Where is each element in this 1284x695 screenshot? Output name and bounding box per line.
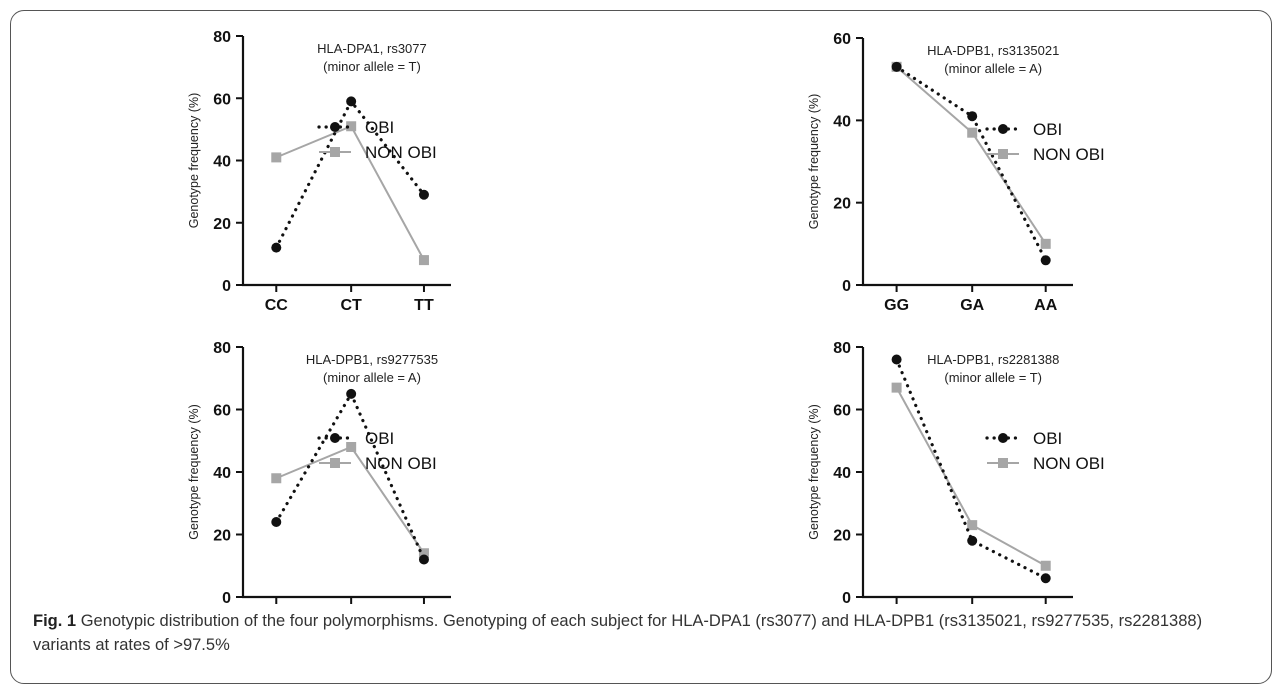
legend-non-obi-marker	[998, 458, 1008, 468]
y-tick-label: 40	[213, 465, 231, 482]
chart-panel-3: 0 20 40 60 80 GG GA AA Genotype frequency (%) HLA…	[187, 340, 451, 611]
legend-obi-marker	[998, 124, 1008, 134]
non-obi-data-point	[271, 152, 282, 163]
obi-data-point	[967, 535, 978, 546]
obi-data-point	[1040, 573, 1051, 584]
y-tick-label: 60	[213, 403, 231, 420]
chart-subtitle: (minor allele = T)	[323, 59, 421, 74]
x-tick-label: GA	[339, 609, 363, 611]
legend-non-obi-marker	[998, 149, 1008, 159]
non-obi-data-point	[967, 520, 978, 531]
legend-obi-marker	[998, 433, 1008, 443]
obi-data-point	[418, 554, 429, 565]
y-tick-label: 80	[213, 29, 231, 46]
obi-data-point	[891, 61, 902, 72]
x-tick-label: GG	[264, 609, 289, 611]
chart-panel-4: 0 20 40 60 80 CC CT TT Genotype frequency (%) HLA…	[807, 340, 1105, 611]
chart-subtitle: (minor allele = T)	[944, 370, 1042, 385]
non-obi-data-point	[346, 121, 357, 132]
obi-data-point	[418, 189, 429, 200]
legend-non-obi-label: NON OBI	[1033, 145, 1105, 164]
x-tick-label: GG	[884, 297, 909, 314]
chart-panel-2: 0 20 40 60 GG GA AA Genotype frequency (%) HLA-D…	[807, 31, 1105, 314]
y-axis-title: Genotype frequency (%)	[187, 93, 201, 229]
chart-title: HLA-DPB1, rs9277535	[306, 352, 438, 367]
chart-panel-1: 0 20 40 60 80 CC CT TT Genotype frequency (%) HLA…	[187, 29, 451, 314]
chart-title: HLA-DPB1, rs2281388	[927, 352, 1059, 367]
obi-data-point	[967, 111, 978, 122]
obi-data-point	[346, 388, 357, 399]
y-tick-label: 20	[213, 216, 231, 233]
y-tick-label: 60	[213, 91, 231, 108]
non-obi-data-point	[1040, 560, 1051, 571]
legend-obi-label: OBI	[1033, 429, 1062, 448]
y-tick-label: 20	[213, 528, 231, 545]
legend-obi-label: OBI	[1033, 120, 1062, 139]
y-tick-label: 40	[833, 465, 851, 482]
legend-non-obi-label: NON OBI	[1033, 454, 1105, 473]
x-tick-label: AA	[1034, 297, 1058, 314]
x-tick-label: TT	[1036, 609, 1056, 611]
legend-non-obi-marker	[330, 458, 340, 468]
non-obi-data-point	[967, 127, 978, 138]
x-tick-label: GA	[960, 297, 984, 314]
x-tick-label: CC	[885, 609, 909, 611]
non-obi-data-point	[1040, 238, 1051, 249]
y-tick-label: 20	[833, 196, 851, 213]
y-tick-label: 0	[842, 278, 851, 295]
y-axis-title: Genotype frequency (%)	[807, 94, 821, 230]
obi-series-line	[894, 65, 1048, 262]
x-tick-label: CC	[265, 297, 289, 314]
non-obi-data-point	[418, 548, 429, 559]
chart-subtitle: (minor allele = A)	[323, 370, 421, 385]
chart-subtitle: (minor allele = A)	[944, 61, 1042, 76]
legend-obi-marker	[330, 433, 340, 443]
obi-data-point	[271, 242, 282, 253]
chart-legend: OBI NON OBI	[317, 429, 437, 473]
y-tick-label: 60	[833, 403, 851, 420]
obi-series-line	[894, 357, 1048, 580]
obi-data-point	[346, 96, 357, 107]
non-obi-data-point	[891, 382, 902, 393]
y-tick-label: 80	[833, 340, 851, 357]
legend-obi-label: OBI	[365, 118, 394, 137]
x-tick-label: CT	[340, 297, 362, 314]
legend-obi-marker	[330, 122, 340, 132]
y-tick-label: 80	[213, 340, 231, 357]
legend-obi-label: OBI	[365, 429, 394, 448]
y-tick-label: 60	[833, 31, 851, 48]
y-tick-label: 40	[833, 113, 851, 130]
chart-title: HLA-DPB1, rs3135021	[927, 43, 1059, 58]
non-obi-data-point	[271, 473, 282, 484]
x-tick-label: AA	[412, 609, 436, 611]
figure-panels: 0 20 40 60 80 CC CT TT Genotype frequency (%) HLA…	[187, 29, 1105, 611]
legend-non-obi-marker	[330, 147, 340, 157]
figure-caption: Fig. 1 Genotypic distribution of the fou…	[33, 609, 1263, 657]
obi-series-line	[274, 390, 426, 562]
chart-legend: OBI NON OBI	[985, 120, 1105, 164]
obi-data-point	[1040, 255, 1051, 266]
legend-non-obi-label: NON OBI	[365, 143, 437, 162]
caption-label: Fig. 1	[33, 612, 77, 630]
legend-non-obi-label: NON OBI	[365, 454, 437, 473]
x-tick-label: TT	[414, 297, 434, 314]
obi-data-point	[271, 517, 282, 527]
y-tick-label: 0	[222, 590, 231, 607]
y-axis-title: Genotype frequency (%)	[187, 404, 201, 540]
non-obi-data-point	[346, 442, 357, 452]
chart-legend: OBI NON OBI	[985, 429, 1105, 473]
y-axis-title: Genotype frequency (%)	[807, 404, 821, 540]
y-tick-label: 0	[222, 278, 231, 295]
y-tick-label: 40	[213, 154, 231, 171]
non-obi-data-point	[418, 255, 429, 266]
caption-text: Genotypic distribution of the four polym…	[33, 612, 1203, 654]
chart-title: HLA-DPA1, rs3077	[317, 41, 427, 56]
y-tick-label: 0	[842, 590, 851, 607]
figure-frame: 0 20 40 60 80 CC CT TT Genotype frequency (%) HLA…	[10, 10, 1272, 684]
y-tick-label: 20	[833, 528, 851, 545]
x-tick-label: CT	[962, 609, 984, 611]
non-obi-series-line	[895, 65, 1047, 245]
obi-data-point	[891, 354, 902, 365]
chart-legend: OBI NON OBI	[317, 118, 437, 162]
